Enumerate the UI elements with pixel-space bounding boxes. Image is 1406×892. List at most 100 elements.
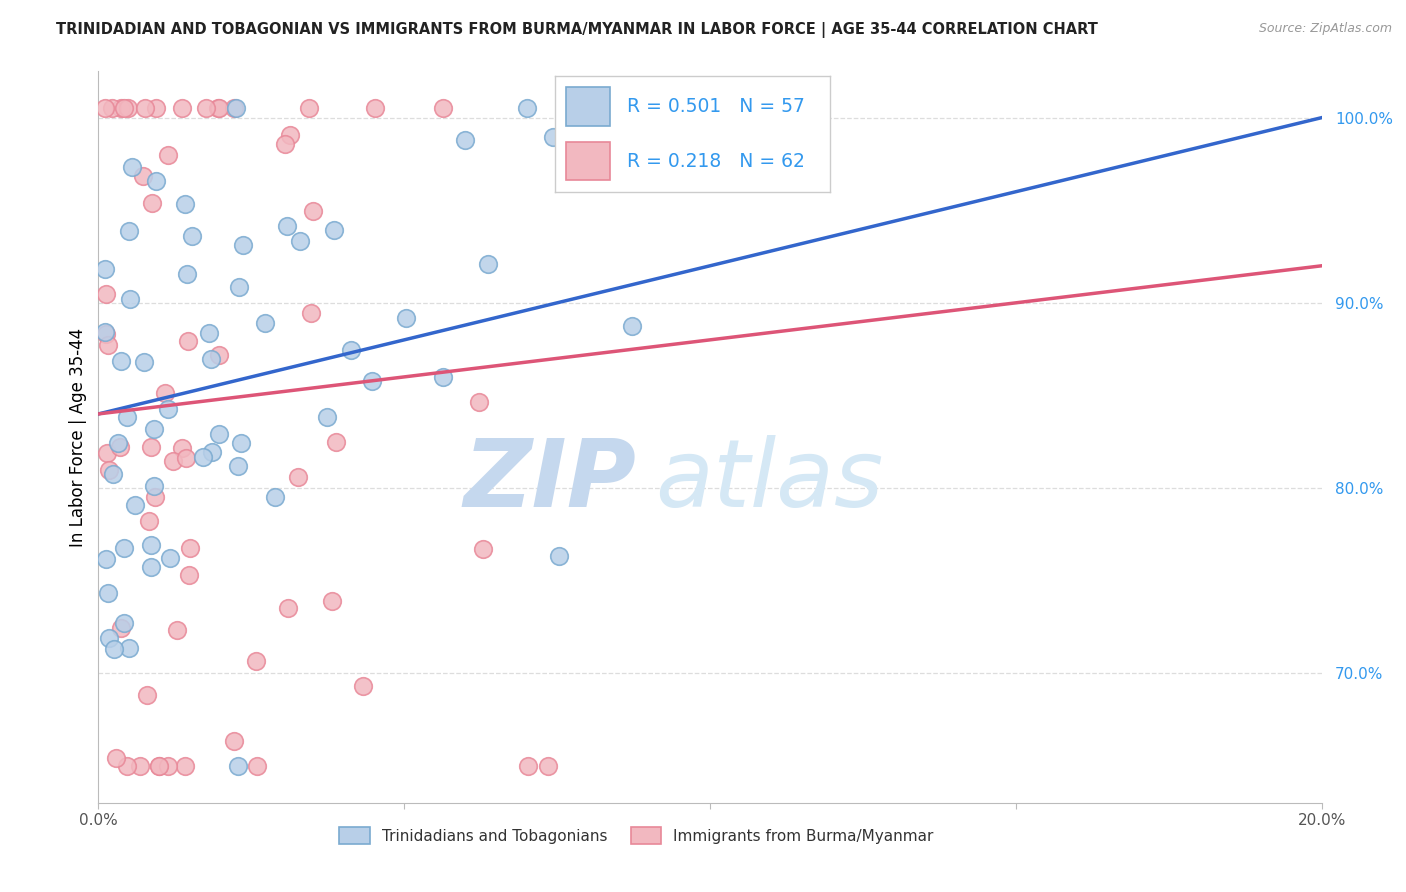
Point [432, 102, 454, 116]
Bar [567, 87, 610, 126]
Point [96, 326, 118, 341]
Point [94, 552, 117, 566]
Point [228, 280, 250, 294]
Point [97, 585, 120, 599]
Point [395, 310, 418, 325]
Point [180, 228, 202, 243]
Point [287, 470, 309, 484]
Point [623, 156, 645, 170]
Point [322, 223, 344, 237]
Point [541, 130, 564, 145]
Point [177, 567, 200, 582]
Point [145, 174, 167, 188]
Point [148, 758, 170, 772]
Point [325, 435, 347, 450]
Point [142, 422, 165, 436]
Point [198, 326, 221, 340]
Point [207, 102, 229, 116]
Point [224, 102, 246, 116]
Point [321, 594, 343, 608]
Point [153, 386, 176, 401]
Text: atlas: atlas [655, 435, 883, 526]
Point [621, 318, 644, 333]
Point [110, 102, 132, 116]
Point [173, 758, 195, 772]
Point [468, 395, 491, 409]
Point [97, 338, 120, 352]
Point [477, 257, 499, 271]
Point [93, 325, 115, 339]
Point [177, 334, 200, 348]
Point [96, 287, 118, 301]
Point [603, 137, 626, 152]
Point [141, 440, 163, 454]
Point [101, 467, 124, 481]
Point [98, 463, 121, 477]
Point [231, 436, 253, 450]
Point [118, 640, 141, 655]
Point [315, 410, 337, 425]
Point [118, 292, 141, 306]
Point [471, 541, 494, 556]
Point [157, 402, 180, 417]
Point [253, 317, 276, 331]
Point [115, 758, 138, 772]
Point [138, 514, 160, 528]
Point [103, 642, 125, 657]
Point [136, 688, 159, 702]
Point [159, 551, 181, 566]
Point [547, 549, 569, 563]
Point [117, 102, 139, 116]
Point [301, 203, 323, 218]
Point [172, 441, 194, 455]
Y-axis label: In Labor Force | Age 35-44: In Labor Force | Age 35-44 [69, 327, 87, 547]
Point [232, 238, 254, 252]
Point [224, 734, 246, 748]
Point [157, 758, 180, 772]
Text: R = 0.218   N = 62: R = 0.218 N = 62 [627, 152, 804, 170]
Point [280, 128, 302, 142]
Point [118, 223, 141, 237]
Point [143, 490, 166, 504]
Point [195, 102, 218, 116]
Point [143, 479, 166, 493]
Point [340, 343, 363, 357]
Point [134, 102, 156, 116]
Point [297, 102, 319, 116]
Point [112, 615, 135, 630]
Point [115, 409, 138, 424]
Point [288, 235, 311, 249]
Point [664, 102, 686, 116]
Point [432, 370, 454, 384]
Point [129, 758, 152, 772]
Point [132, 169, 155, 183]
Point [176, 267, 198, 281]
Text: TRINIDADIAN AND TOBAGONIAN VS IMMIGRANTS FROM BURMA/MYANMAR IN LABOR FORCE | AGE: TRINIDADIAN AND TOBAGONIAN VS IMMIGRANTS… [56, 22, 1098, 38]
Point [276, 219, 298, 234]
Text: Source: ZipAtlas.com: Source: ZipAtlas.com [1258, 22, 1392, 36]
Point [96, 445, 118, 459]
Point [360, 374, 382, 388]
Point [454, 133, 477, 147]
Point [97, 632, 120, 646]
Point [263, 491, 285, 505]
Point [352, 679, 374, 693]
Point [108, 440, 131, 454]
Point [364, 102, 387, 116]
Point [245, 758, 267, 772]
Point [537, 758, 560, 772]
Point [112, 541, 135, 556]
Point [172, 102, 194, 116]
Point [245, 654, 267, 668]
Point [141, 195, 163, 210]
Legend: Trinidadians and Tobagonians, Immigrants from Burma/Myanmar: Trinidadians and Tobagonians, Immigrants… [333, 822, 941, 850]
Point [101, 102, 124, 116]
Point [104, 751, 127, 765]
Point [156, 148, 179, 162]
Point [110, 354, 132, 368]
Point [277, 601, 299, 615]
Point [145, 102, 167, 116]
Point [274, 136, 297, 151]
Point [174, 450, 197, 465]
Point [226, 459, 249, 474]
